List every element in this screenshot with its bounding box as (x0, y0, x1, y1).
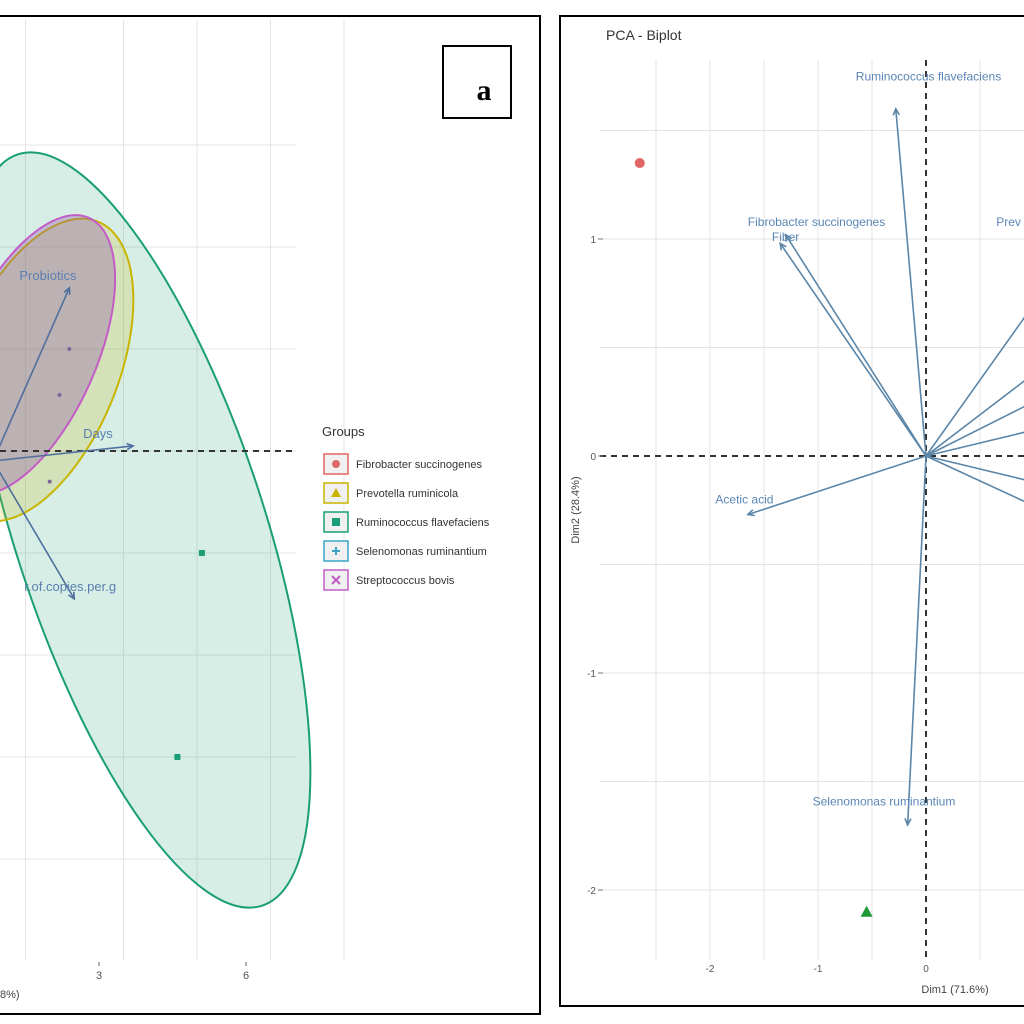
legend-symbol (332, 460, 340, 468)
legend-label: Selenomonas ruminantium (356, 546, 487, 558)
panel-a-vector-label: Days (83, 426, 113, 441)
panel-a-point (67, 347, 72, 351)
panel-a-badge-box (442, 45, 512, 119)
panel-b-y-tick-label: 1 (590, 235, 596, 246)
panel-a-point (174, 754, 181, 760)
panel-b-y-ticks: 1 0 -1 -2 (587, 235, 603, 897)
panel-b-vector-label: Fiber (772, 230, 799, 244)
panel-b-vector (894, 108, 927, 457)
legend-label: Fibrobacter succinogenes (356, 459, 482, 471)
panel-a-x-tick-label: 3 (96, 970, 102, 982)
panel-b-x-axis-label: Dim1 (71.6%) (921, 984, 988, 996)
legend-label: Prevotella ruminicola (356, 488, 459, 500)
panel-b-vector (925, 380, 1024, 457)
panel-a-point (198, 550, 205, 556)
panel-b-vector-head (892, 106, 901, 116)
panel-b-y-tick-label: -1 (587, 669, 596, 680)
panel-a-points (47, 347, 205, 760)
ellipse-ruminococcus (0, 151, 312, 909)
legend-symbol (331, 488, 341, 497)
panel-a-vectors: Probiotics Days r.of.copies.per.g (0, 268, 135, 601)
panel-a-legend: Groups Fibrobacter succinogenes Prevotell… (322, 424, 490, 591)
panel-a-point (47, 479, 52, 484)
legend-label: Ruminococcus flavefaciens (356, 517, 490, 529)
panel-b-vectors: Ruminococcus flavefaciens Fibrobacter suc… (715, 70, 1024, 827)
panel-b-x-tick-label: -1 (814, 964, 823, 975)
ellipse-streptococcus (0, 214, 117, 496)
panel-a-vector (0, 445, 134, 462)
panel-b-points (634, 158, 873, 917)
panel-b-vector (925, 455, 1024, 481)
panel-b-y-tick-label: 0 (590, 452, 596, 463)
ellipse-prevotella (0, 217, 135, 523)
panel-b-x-tick-label: 0 (923, 964, 929, 975)
panel-b-vector-head (746, 509, 755, 517)
panel-b: PCA - Biplot Ruminococcus flavefaciens Fi… (559, 15, 1024, 1007)
panel-b-vector-label: Prev (996, 215, 1021, 229)
panel-a-vector-head (126, 442, 135, 451)
panel-b-vector (925, 431, 1024, 457)
panel-b-vector (925, 316, 1024, 457)
panel-a-badge: a (477, 74, 492, 107)
panel-a-ellipses (0, 151, 312, 909)
panel-a-vector-head (68, 591, 76, 601)
panel-b-x-tick-label: -2 (706, 964, 715, 975)
panel-b-x-ticks: -2 -1 0 (706, 964, 930, 975)
panel-a-vector (0, 287, 71, 448)
panel-a-point (57, 392, 62, 397)
panel-b-point (860, 905, 873, 917)
legend-symbol (332, 518, 340, 526)
panel-b-vector-head (784, 233, 792, 242)
panel-b-vector-label: Fibrobacter succinogenes (748, 215, 885, 229)
panel-b-vector (779, 242, 927, 457)
panel-a-x-tick-label: 6 (243, 970, 249, 982)
panel-a-x-axis-label: 8%) (0, 989, 20, 1001)
legend-symbol (332, 547, 340, 555)
legend-label: Streptococcus bovis (356, 575, 455, 587)
panel-b-vector-head (904, 818, 912, 827)
panel-b-vector (784, 234, 927, 457)
panel-b-vector-head (779, 241, 787, 251)
panel-b-frame (559, 15, 1024, 1007)
panel-b-point (634, 158, 645, 169)
panel-b-vector-label: Selenomonas ruminantium (813, 794, 956, 808)
panel-a-vector-label: r.of.copies.per.g (24, 579, 116, 594)
panel-b-grid (600, 60, 1024, 960)
panel-a-vector (0, 471, 75, 600)
panel-b-vector (925, 405, 1024, 457)
panel-b-vector (747, 455, 927, 516)
panel-b-y-axis-label: Dim2 (28.4%) (570, 476, 582, 543)
panel-a-vector-label: Probiotics (19, 268, 77, 283)
legend-title: Groups (322, 424, 365, 439)
panel-b-vector (906, 455, 927, 825)
panel-a-vector-head (63, 286, 71, 295)
panel-b-y-tick-label: -2 (587, 886, 596, 897)
legend-symbol (331, 575, 341, 585)
panel-b-vector-label: Ruminococcus flavefaciens (856, 70, 1001, 84)
panel-b-vector-label: Acetic acid (715, 493, 773, 507)
panel-b-title: PCA - Biplot (606, 27, 682, 43)
panel-b-vector (925, 455, 1024, 503)
